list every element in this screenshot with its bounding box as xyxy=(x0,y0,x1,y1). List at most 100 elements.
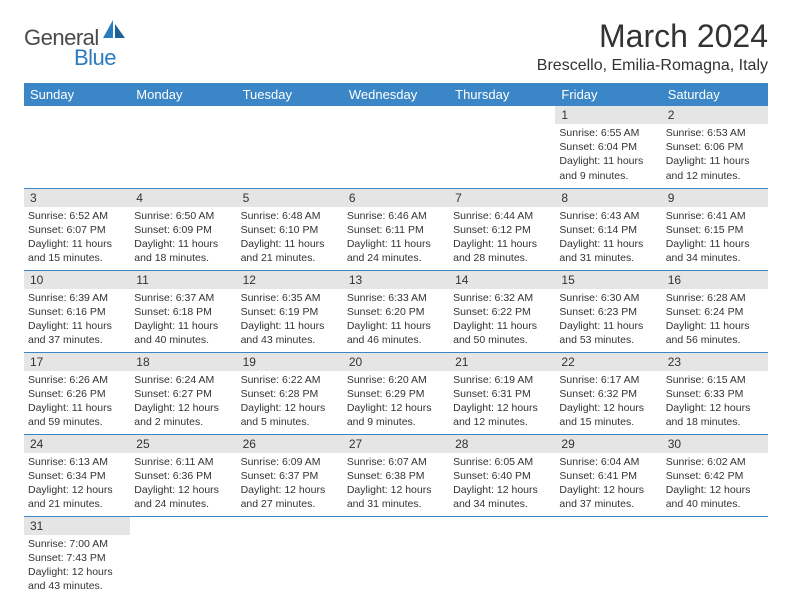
calendar-cell xyxy=(24,106,130,188)
calendar-cell: 3Sunrise: 6:52 AMSunset: 6:07 PMDaylight… xyxy=(24,188,130,270)
day-number: 11 xyxy=(130,271,236,289)
calendar-row: 31Sunrise: 7:00 AMSunset: 7:43 PMDayligh… xyxy=(24,516,768,598)
day-details: Sunrise: 6:55 AMSunset: 6:04 PMDaylight:… xyxy=(555,124,661,186)
calendar-cell xyxy=(237,106,343,188)
day-number: 30 xyxy=(662,435,768,453)
header: General Blue March 2024 Brescello, Emili… xyxy=(24,18,768,75)
day-details: Sunrise: 6:52 AMSunset: 6:07 PMDaylight:… xyxy=(24,207,130,269)
day-details: Sunrise: 6:53 AMSunset: 6:06 PMDaylight:… xyxy=(662,124,768,186)
day-details: Sunrise: 6:33 AMSunset: 6:20 PMDaylight:… xyxy=(343,289,449,351)
calendar-cell: 12Sunrise: 6:35 AMSunset: 6:19 PMDayligh… xyxy=(237,270,343,352)
weekday-header: Tuesday xyxy=(237,83,343,106)
day-number: 25 xyxy=(130,435,236,453)
day-number: 19 xyxy=(237,353,343,371)
calendar-cell: 20Sunrise: 6:20 AMSunset: 6:29 PMDayligh… xyxy=(343,352,449,434)
day-details: Sunrise: 6:15 AMSunset: 6:33 PMDaylight:… xyxy=(662,371,768,433)
calendar-cell xyxy=(555,516,661,598)
day-details: Sunrise: 6:30 AMSunset: 6:23 PMDaylight:… xyxy=(555,289,661,351)
day-details: Sunrise: 7:00 AMSunset: 7:43 PMDaylight:… xyxy=(24,535,130,597)
day-number: 9 xyxy=(662,189,768,207)
day-number: 5 xyxy=(237,189,343,207)
calendar-cell: 22Sunrise: 6:17 AMSunset: 6:32 PMDayligh… xyxy=(555,352,661,434)
day-number: 3 xyxy=(24,189,130,207)
calendar-table: SundayMondayTuesdayWednesdayThursdayFrid… xyxy=(24,83,768,598)
calendar-cell: 10Sunrise: 6:39 AMSunset: 6:16 PMDayligh… xyxy=(24,270,130,352)
calendar-cell: 17Sunrise: 6:26 AMSunset: 6:26 PMDayligh… xyxy=(24,352,130,434)
day-number: 29 xyxy=(555,435,661,453)
calendar-cell xyxy=(662,516,768,598)
day-number: 17 xyxy=(24,353,130,371)
day-details: Sunrise: 6:28 AMSunset: 6:24 PMDaylight:… xyxy=(662,289,768,351)
logo-text-blue: Blue xyxy=(74,45,116,71)
day-number: 26 xyxy=(237,435,343,453)
day-number: 15 xyxy=(555,271,661,289)
calendar-row: 24Sunrise: 6:13 AMSunset: 6:34 PMDayligh… xyxy=(24,434,768,516)
day-number: 23 xyxy=(662,353,768,371)
calendar-cell: 8Sunrise: 6:43 AMSunset: 6:14 PMDaylight… xyxy=(555,188,661,270)
calendar-cell: 5Sunrise: 6:48 AMSunset: 6:10 PMDaylight… xyxy=(237,188,343,270)
calendar-cell: 6Sunrise: 6:46 AMSunset: 6:11 PMDaylight… xyxy=(343,188,449,270)
weekday-header: Sunday xyxy=(24,83,130,106)
calendar-cell: 30Sunrise: 6:02 AMSunset: 6:42 PMDayligh… xyxy=(662,434,768,516)
calendar-cell: 21Sunrise: 6:19 AMSunset: 6:31 PMDayligh… xyxy=(449,352,555,434)
day-details: Sunrise: 6:19 AMSunset: 6:31 PMDaylight:… xyxy=(449,371,555,433)
calendar-cell xyxy=(343,516,449,598)
day-details: Sunrise: 6:05 AMSunset: 6:40 PMDaylight:… xyxy=(449,453,555,515)
calendar-cell: 11Sunrise: 6:37 AMSunset: 6:18 PMDayligh… xyxy=(130,270,236,352)
day-details: Sunrise: 6:26 AMSunset: 6:26 PMDaylight:… xyxy=(24,371,130,433)
day-details: Sunrise: 6:50 AMSunset: 6:09 PMDaylight:… xyxy=(130,207,236,269)
calendar-cell xyxy=(130,106,236,188)
calendar-cell: 9Sunrise: 6:41 AMSunset: 6:15 PMDaylight… xyxy=(662,188,768,270)
day-details: Sunrise: 6:37 AMSunset: 6:18 PMDaylight:… xyxy=(130,289,236,351)
day-details: Sunrise: 6:39 AMSunset: 6:16 PMDaylight:… xyxy=(24,289,130,351)
weekday-header: Saturday xyxy=(662,83,768,106)
day-number: 4 xyxy=(130,189,236,207)
calendar-cell xyxy=(449,106,555,188)
calendar-cell: 1Sunrise: 6:55 AMSunset: 6:04 PMDaylight… xyxy=(555,106,661,188)
calendar-cell: 23Sunrise: 6:15 AMSunset: 6:33 PMDayligh… xyxy=(662,352,768,434)
calendar-cell: 14Sunrise: 6:32 AMSunset: 6:22 PMDayligh… xyxy=(449,270,555,352)
day-details: Sunrise: 6:44 AMSunset: 6:12 PMDaylight:… xyxy=(449,207,555,269)
weekday-header: Wednesday xyxy=(343,83,449,106)
calendar-cell: 13Sunrise: 6:33 AMSunset: 6:20 PMDayligh… xyxy=(343,270,449,352)
calendar-body: 1Sunrise: 6:55 AMSunset: 6:04 PMDaylight… xyxy=(24,106,768,598)
weekday-header: Monday xyxy=(130,83,236,106)
sail-icon xyxy=(101,18,127,45)
day-number: 16 xyxy=(662,271,768,289)
calendar-cell: 29Sunrise: 6:04 AMSunset: 6:41 PMDayligh… xyxy=(555,434,661,516)
calendar-cell: 7Sunrise: 6:44 AMSunset: 6:12 PMDaylight… xyxy=(449,188,555,270)
day-number: 21 xyxy=(449,353,555,371)
calendar-cell: 26Sunrise: 6:09 AMSunset: 6:37 PMDayligh… xyxy=(237,434,343,516)
calendar-cell xyxy=(449,516,555,598)
day-number: 1 xyxy=(555,106,661,124)
day-number: 14 xyxy=(449,271,555,289)
day-details: Sunrise: 6:11 AMSunset: 6:36 PMDaylight:… xyxy=(130,453,236,515)
logo: General Blue xyxy=(24,18,127,71)
weekday-header: Thursday xyxy=(449,83,555,106)
calendar-cell: 2Sunrise: 6:53 AMSunset: 6:06 PMDaylight… xyxy=(662,106,768,188)
day-details: Sunrise: 6:04 AMSunset: 6:41 PMDaylight:… xyxy=(555,453,661,515)
day-details: Sunrise: 6:35 AMSunset: 6:19 PMDaylight:… xyxy=(237,289,343,351)
day-number: 12 xyxy=(237,271,343,289)
day-number: 18 xyxy=(130,353,236,371)
day-number: 20 xyxy=(343,353,449,371)
day-details: Sunrise: 6:32 AMSunset: 6:22 PMDaylight:… xyxy=(449,289,555,351)
calendar-header-row: SundayMondayTuesdayWednesdayThursdayFrid… xyxy=(24,83,768,106)
day-details: Sunrise: 6:17 AMSunset: 6:32 PMDaylight:… xyxy=(555,371,661,433)
calendar-row: 1Sunrise: 6:55 AMSunset: 6:04 PMDaylight… xyxy=(24,106,768,188)
day-details: Sunrise: 6:46 AMSunset: 6:11 PMDaylight:… xyxy=(343,207,449,269)
day-number: 27 xyxy=(343,435,449,453)
calendar-cell: 25Sunrise: 6:11 AMSunset: 6:36 PMDayligh… xyxy=(130,434,236,516)
calendar-row: 10Sunrise: 6:39 AMSunset: 6:16 PMDayligh… xyxy=(24,270,768,352)
calendar-cell: 31Sunrise: 7:00 AMSunset: 7:43 PMDayligh… xyxy=(24,516,130,598)
day-details: Sunrise: 6:43 AMSunset: 6:14 PMDaylight:… xyxy=(555,207,661,269)
calendar-cell: 15Sunrise: 6:30 AMSunset: 6:23 PMDayligh… xyxy=(555,270,661,352)
weekday-header: Friday xyxy=(555,83,661,106)
calendar-cell xyxy=(237,516,343,598)
day-details: Sunrise: 6:22 AMSunset: 6:28 PMDaylight:… xyxy=(237,371,343,433)
day-number: 22 xyxy=(555,353,661,371)
calendar-cell: 24Sunrise: 6:13 AMSunset: 6:34 PMDayligh… xyxy=(24,434,130,516)
title-block: March 2024 Brescello, Emilia-Romagna, It… xyxy=(537,18,768,75)
day-number: 2 xyxy=(662,106,768,124)
day-details: Sunrise: 6:13 AMSunset: 6:34 PMDaylight:… xyxy=(24,453,130,515)
